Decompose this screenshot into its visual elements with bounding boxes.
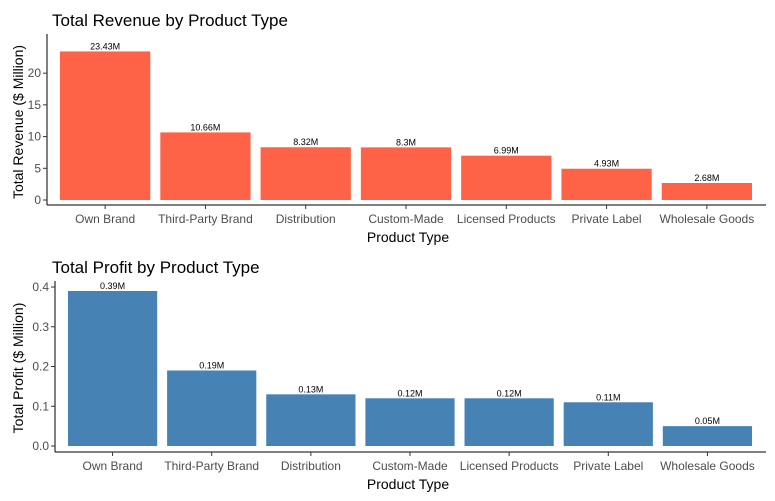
- revenue-data-label: 10.66M: [190, 122, 220, 132]
- profit-data-labels: 0.39M 0.19M 0.13M 0.12M 0.12M 0.11M 0.05M: [100, 281, 720, 426]
- revenue-data-labels: 23.43M 10.66M 8.32M 8.3M 6.99M 4.93M 2.68M: [90, 41, 719, 183]
- profit-x-tick-label: Custom-Made: [372, 459, 448, 473]
- revenue-y-axis-title: Total Revenue ($ Million): [10, 45, 26, 199]
- revenue-bars: [60, 51, 752, 200]
- revenue-y-tick-label: 0: [34, 193, 41, 207]
- profit-data-label: 0.05M: [695, 416, 720, 426]
- revenue-y-tick-label: 15: [28, 98, 42, 112]
- revenue-data-label: 4.93M: [594, 159, 619, 169]
- profit-data-label: 0.12M: [397, 388, 422, 398]
- profit-x-tick-label: Licensed Products: [460, 459, 559, 473]
- revenue-data-label: 8.3M: [396, 137, 416, 147]
- profit-data-label: 0.19M: [199, 360, 224, 370]
- profit-bar: [464, 398, 554, 446]
- profit-bar: [167, 370, 257, 446]
- profit-bar: [365, 398, 455, 446]
- profit-y-tick-label: 0.2: [32, 360, 49, 374]
- revenue-y-ticks: 0 5 10 15 20: [28, 66, 47, 207]
- profit-x-tick-label: Distribution: [281, 459, 341, 473]
- revenue-x-tick-label: Wholesale Goods: [660, 212, 755, 226]
- profit-chart-title: Total Profit by Product Type: [52, 258, 260, 277]
- revenue-chart-title: Total Revenue by Product Type: [52, 11, 288, 30]
- profit-x-axis-title: Product Type: [367, 476, 449, 492]
- profit-y-axis-title: Total Profit ($ Million): [10, 303, 26, 434]
- revenue-x-tick-label: Distribution: [276, 212, 336, 226]
- revenue-x-tick-label: Own Brand: [75, 212, 135, 226]
- profit-y-tick-label: 0.4: [32, 280, 49, 294]
- revenue-chart-panel: Total Revenue by Product Type Total Reve…: [10, 11, 766, 245]
- profit-y-tick-label: 0.3: [32, 320, 49, 334]
- profit-data-label: 0.39M: [100, 281, 125, 291]
- revenue-bar: [360, 147, 452, 200]
- revenue-x-tick-label: Third-Party Brand: [158, 212, 253, 226]
- profit-data-label: 0.13M: [298, 384, 323, 394]
- revenue-y-tick-label: 20: [28, 66, 42, 80]
- revenue-x-tick-label: Custom-Made: [368, 212, 444, 226]
- profit-x-ticks: Own Brand Third-Party Brand Distribution Cu…: [83, 452, 755, 473]
- revenue-x-axis-title: Product Type: [367, 229, 449, 245]
- profit-bar: [563, 402, 653, 446]
- revenue-x-tick-label: Licensed Products: [457, 212, 556, 226]
- revenue-data-label: 8.32M: [293, 137, 318, 147]
- profit-data-label: 0.12M: [497, 388, 522, 398]
- profit-data-label: 0.11M: [596, 392, 620, 402]
- revenue-bar: [661, 183, 752, 200]
- profit-bar: [662, 426, 753, 446]
- revenue-x-tick-label: Private Label: [572, 212, 642, 226]
- profit-bar: [266, 394, 356, 446]
- revenue-bar: [461, 155, 552, 200]
- profit-y-tick-label: 0.1: [32, 399, 49, 413]
- revenue-y-tick-label: 10: [28, 130, 42, 144]
- profit-x-tick-label: Private Label: [573, 459, 643, 473]
- revenue-y-tick-label: 5: [34, 161, 41, 175]
- profit-bar: [67, 291, 158, 446]
- profit-x-tick-label: Third-Party Brand: [164, 459, 259, 473]
- profit-y-ticks: 0.0 0.1 0.2 0.3 0.4: [32, 280, 55, 453]
- revenue-bar: [561, 168, 652, 200]
- revenue-data-label: 2.68M: [694, 173, 719, 183]
- revenue-data-label: 6.99M: [494, 146, 519, 156]
- revenue-bar: [160, 132, 251, 200]
- profit-chart-panel: Total Profit by Product Type Total Profi…: [10, 258, 766, 492]
- profit-x-tick-label: Own Brand: [83, 459, 143, 473]
- revenue-x-ticks: Own Brand Third-Party Brand Distribution Cu…: [75, 205, 754, 226]
- profit-x-tick-label: Wholesale Goods: [660, 459, 755, 473]
- revenue-bar: [260, 147, 351, 200]
- profit-bars: [67, 291, 753, 446]
- revenue-data-label: 23.43M: [90, 41, 120, 51]
- revenue-bar: [60, 51, 151, 200]
- profit-y-tick-label: 0.0: [32, 439, 49, 453]
